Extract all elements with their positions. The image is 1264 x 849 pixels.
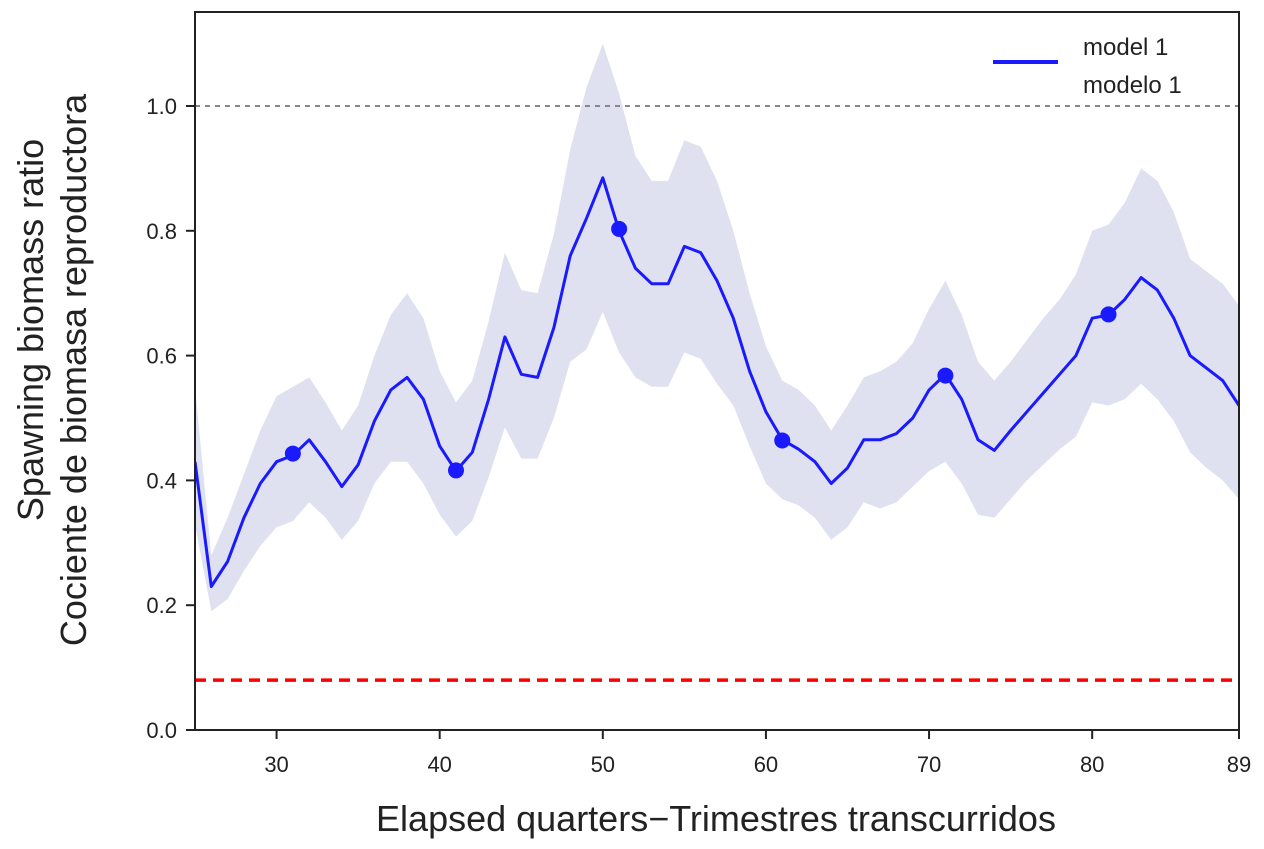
- confidence-band: [195, 43, 1239, 612]
- x-tick-label: 89: [1227, 752, 1251, 777]
- x-tick-label: 70: [917, 752, 941, 777]
- axes: 30 40 50 60 70 80 89 0.0 0.2 0.4 0.6 0.8 1.0: [146, 11, 1251, 777]
- y-axis-title-spanish: Cociente de biomasa reproductora: [53, 93, 94, 646]
- x-tick-label: 40: [427, 752, 451, 777]
- data-point: [284, 445, 301, 462]
- x-tick-label: 80: [1080, 752, 1104, 777]
- y-tick-label: 0.4: [146, 468, 177, 493]
- plot-frame: [194, 11, 1240, 731]
- axis-titles: Elapsed quarters−Trimestres transcurrido…: [10, 93, 1056, 839]
- y-axis-title-english: Spawning biomass ratio: [10, 139, 51, 521]
- x-tick-label: 50: [591, 752, 615, 777]
- x-tick-label: 60: [754, 752, 778, 777]
- legend: model 1 modelo 1: [993, 34, 1182, 99]
- plot-area: [195, 43, 1239, 682]
- y-tick-label: 1.0: [146, 94, 177, 119]
- legend-label-spanish: modelo 1: [1083, 72, 1182, 99]
- series-line-model-1: [195, 176, 1239, 588]
- x-tick-label: 30: [264, 752, 288, 777]
- data-point: [774, 432, 791, 449]
- plot-content: [195, 43, 1239, 682]
- y-tick-label: 0.6: [146, 344, 177, 369]
- legend-label-english: model 1: [1083, 34, 1168, 61]
- data-point: [937, 367, 954, 384]
- y-tick-label: 0.8: [146, 219, 177, 244]
- data-point: [448, 462, 464, 479]
- y-tick-label: 0.0: [146, 718, 177, 743]
- data-point: [1100, 306, 1117, 323]
- y-tick-label: 0.2: [146, 593, 177, 618]
- x-axis-title: Elapsed quarters−Trimestres transcurrido…: [376, 798, 1056, 839]
- data-point: [611, 220, 628, 237]
